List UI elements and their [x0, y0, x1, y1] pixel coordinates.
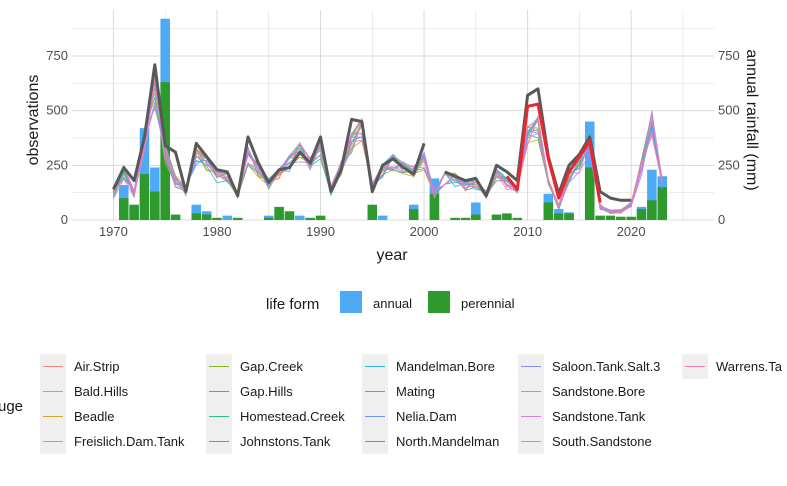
rainfall-highlight-line — [505, 102, 602, 203]
gauge-line — [112, 78, 663, 214]
bar-perennial — [657, 187, 667, 220]
bar-perennial — [274, 206, 284, 220]
x-tick-label: 2000 — [410, 224, 439, 239]
y-axis-right-ticks: 0 250 500 750 — [718, 48, 740, 227]
bar-annual — [222, 215, 233, 220]
bar-perennial — [150, 191, 160, 220]
bar-perennial — [491, 214, 502, 220]
x-tick-label: 1970 — [99, 224, 128, 239]
bar-perennial — [616, 216, 626, 220]
gauge-legend-label: Gap.Creek — [240, 359, 303, 374]
bar-annual — [647, 169, 657, 220]
x-tick-label: 2020 — [617, 224, 646, 239]
x-axis-ticks: 1970 1980 1990 2000 2010 2020 — [99, 224, 646, 239]
bar-perennial — [502, 213, 512, 220]
y-tick-label-right: 0 — [718, 212, 725, 227]
bar-perennial — [460, 217, 471, 220]
rainfall-mean-line — [112, 63, 426, 198]
bar-perennial — [232, 217, 243, 220]
gauge-legend-label: Saloon.Tank.Salt.3 — [552, 359, 660, 374]
y-tick-label-left: 0 — [61, 212, 68, 227]
x-tick-label: 1990 — [306, 224, 335, 239]
legend-key-annual — [340, 291, 362, 313]
legend-label-perennial: perennial — [461, 296, 515, 311]
gauge-legend-label: North.Mandelman — [396, 434, 499, 449]
bar-perennial — [429, 193, 440, 220]
gauge-legend-label: Nelia.Dam — [396, 409, 457, 424]
bar-perennial — [543, 202, 554, 220]
bar-annual — [471, 202, 481, 220]
bar-perennial — [553, 213, 564, 220]
x-tick-label: 2010 — [513, 224, 542, 239]
life-form-legend-title: life form — [266, 296, 319, 313]
bar-perennial — [315, 215, 326, 220]
legend-label-annual: annual — [373, 296, 412, 311]
bar-perennial — [305, 217, 315, 220]
y-tick-label-right: 500 — [718, 103, 740, 118]
gauge-legend-label: South.Sandstone — [552, 434, 652, 449]
bar-perennial — [605, 215, 616, 220]
bar-perennial — [636, 209, 647, 220]
bar-perennial — [512, 217, 523, 220]
bar-perennial — [471, 214, 481, 220]
bar-annual — [295, 215, 305, 220]
bar-perennial — [284, 211, 295, 220]
gauge-legend-label: Warrens.Ta — [716, 359, 783, 374]
y-tick-label-left: 750 — [46, 48, 68, 63]
gauge-legend-label: Homestead.Creek — [240, 409, 345, 424]
bar-perennial — [119, 198, 129, 220]
gauge-legend-label: Mating — [396, 384, 435, 399]
bar-perennial — [408, 209, 419, 220]
gauge-legend-label: Johnstons.Tank — [240, 434, 331, 449]
y-tick-label-left: 250 — [46, 157, 68, 172]
gauge-legend-title: uge — [0, 398, 23, 415]
gauge-legend-label: Air.Strip — [74, 359, 120, 374]
y-tick-label-right: 250 — [718, 157, 740, 172]
gauge-legend-label: Bald.Hills — [74, 384, 129, 399]
legend-key-perennial — [428, 291, 450, 313]
bar-annual — [377, 215, 388, 220]
y-axis-left-ticks: 0 250 500 750 — [46, 48, 68, 227]
rainfall-mean-line — [444, 87, 632, 202]
bar-perennial — [212, 217, 222, 220]
bar-layer — [119, 18, 667, 220]
y-tick-label-left: 500 — [46, 103, 68, 118]
bar-perennial — [367, 204, 378, 220]
bar-perennial — [129, 204, 139, 220]
y-tick-label-right: 750 — [718, 48, 740, 63]
rainfall-mean-layer — [112, 63, 632, 203]
bar-perennial — [139, 174, 150, 220]
y-axis-title-right: annual rainfall (mm) — [743, 49, 760, 190]
x-axis-title: year — [376, 247, 408, 264]
bar-perennial — [450, 217, 460, 220]
life-form-legend: life form annual perennial — [266, 291, 515, 313]
gauge-legend-label: Freislich.Dam.Tank — [74, 434, 185, 449]
y-axis-title-left: observations — [25, 75, 42, 166]
bar-perennial — [201, 214, 212, 220]
bar-perennial — [626, 216, 636, 220]
x-tick-label: 1980 — [203, 224, 232, 239]
gauge-legend-label: Beadle — [74, 409, 114, 424]
gauge-legend-label: Sandstone.Tank — [552, 409, 646, 424]
gauge-legend-label: Gap.Hills — [240, 384, 293, 399]
bar-annual — [191, 204, 202, 220]
gauge-legend-label: Sandstone.Bore — [552, 384, 645, 399]
bar-perennial — [595, 215, 605, 220]
bar-perennial — [170, 214, 181, 220]
bar-perennial — [263, 217, 274, 220]
gauge-legend: uge Air.Strip Bald.Hills Beadle Freislich.D… — [0, 354, 783, 454]
bar-perennial — [191, 213, 202, 220]
gauge-legend-label: Mandelman.Bore — [396, 359, 495, 374]
bar-perennial — [647, 200, 657, 220]
bar-perennial — [584, 167, 595, 220]
bar-perennial — [564, 213, 574, 220]
